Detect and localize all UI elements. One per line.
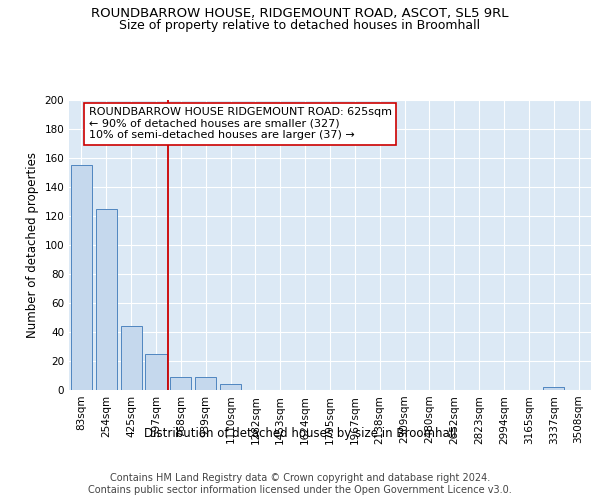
Y-axis label: Number of detached properties: Number of detached properties	[26, 152, 39, 338]
Text: Contains HM Land Registry data © Crown copyright and database right 2024.
Contai: Contains HM Land Registry data © Crown c…	[88, 474, 512, 495]
Bar	[543, 387, 564, 390]
Bar	[195, 377, 216, 390]
Text: Distribution of detached houses by size in Broomhall: Distribution of detached houses by size …	[144, 428, 456, 440]
Bar	[71, 165, 92, 390]
Text: ROUNDBARROW HOUSE, RIDGEMOUNT ROAD, ASCOT, SL5 9RL: ROUNDBARROW HOUSE, RIDGEMOUNT ROAD, ASCO…	[91, 8, 509, 20]
Bar	[145, 354, 167, 390]
Bar	[170, 377, 191, 390]
Bar	[220, 384, 241, 390]
Text: Size of property relative to detached houses in Broomhall: Size of property relative to detached ho…	[119, 19, 481, 32]
Text: ROUNDBARROW HOUSE RIDGEMOUNT ROAD: 625sqm
← 90% of detached houses are smaller (: ROUNDBARROW HOUSE RIDGEMOUNT ROAD: 625sq…	[89, 108, 392, 140]
Bar	[121, 326, 142, 390]
Bar	[96, 209, 117, 390]
